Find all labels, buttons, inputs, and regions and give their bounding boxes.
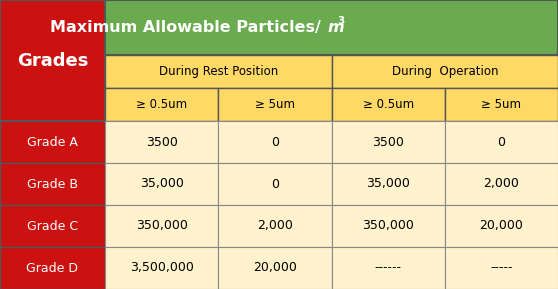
Text: -----: ----- (490, 262, 513, 275)
Bar (218, 205, 331, 247)
Bar (445, 163, 558, 205)
Text: 350,000: 350,000 (136, 220, 187, 232)
Text: 0: 0 (271, 136, 279, 149)
Text: During  Operation: During Operation (392, 65, 498, 78)
Bar (218, 247, 331, 289)
Text: m: m (328, 20, 344, 35)
Bar (445, 121, 558, 163)
Text: Grade C: Grade C (27, 220, 78, 232)
Bar (331, 55, 558, 88)
Text: 3500: 3500 (146, 136, 177, 149)
Bar (331, 163, 445, 205)
Bar (105, 163, 218, 205)
Bar (105, 247, 218, 289)
Bar (331, 121, 445, 163)
Bar (0, 163, 105, 205)
Text: 2,000: 2,000 (483, 177, 519, 190)
Text: ≥ 5um: ≥ 5um (482, 98, 521, 111)
Text: 0: 0 (497, 136, 506, 149)
Text: During Rest Position: During Rest Position (158, 65, 278, 78)
Text: 3: 3 (338, 16, 345, 27)
Bar (0, 205, 105, 247)
Bar (0, 0, 105, 121)
Text: ------: ------ (374, 262, 402, 275)
Text: 2,000: 2,000 (257, 220, 293, 232)
Bar (218, 163, 331, 205)
Bar (105, 121, 218, 163)
Text: Grades: Grades (17, 51, 88, 69)
Bar (331, 247, 445, 289)
Bar (0, 121, 105, 163)
Text: 0: 0 (271, 177, 279, 190)
Bar (105, 205, 218, 247)
Text: Grade D: Grade D (26, 262, 79, 275)
Bar (445, 88, 558, 121)
Bar (331, 88, 445, 121)
Text: 20,000: 20,000 (253, 262, 297, 275)
Text: Grade A: Grade A (27, 136, 78, 149)
Bar (445, 205, 558, 247)
Bar (331, 205, 445, 247)
Text: Grade B: Grade B (27, 177, 78, 190)
Text: ≥ 5um: ≥ 5um (255, 98, 295, 111)
Text: 350,000: 350,000 (362, 220, 414, 232)
Text: 35,000: 35,000 (140, 177, 184, 190)
Bar (105, 55, 331, 88)
Bar (105, 88, 218, 121)
Text: 3500: 3500 (372, 136, 404, 149)
Bar (445, 247, 558, 289)
Bar (0, 247, 105, 289)
Bar (218, 121, 331, 163)
Bar (105, 0, 558, 55)
Text: ≥ 0.5um: ≥ 0.5um (136, 98, 187, 111)
Text: ≥ 0.5um: ≥ 0.5um (363, 98, 413, 111)
Text: 35,000: 35,000 (366, 177, 410, 190)
Bar (218, 88, 331, 121)
Text: 3,500,000: 3,500,000 (129, 262, 194, 275)
Text: 20,000: 20,000 (479, 220, 523, 232)
Text: Maximum Allowable Particles/: Maximum Allowable Particles/ (50, 20, 326, 35)
